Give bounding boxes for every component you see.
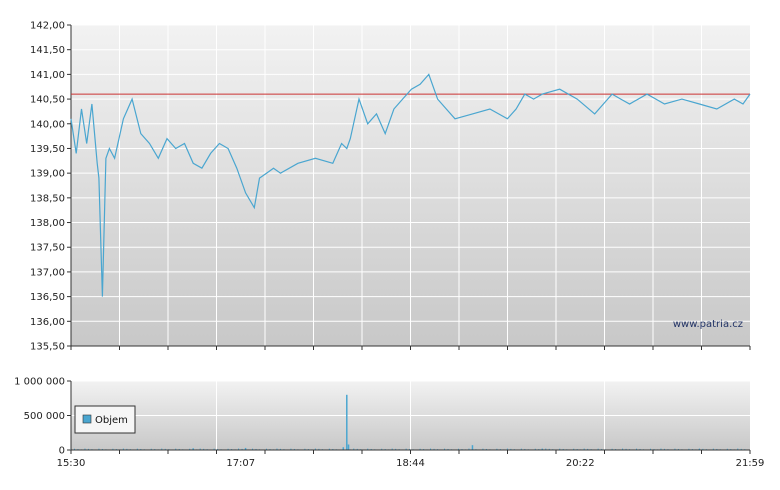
price-y-tick-label: 137,50 bbox=[30, 243, 65, 254]
price-y-tick-label: 136,50 bbox=[30, 292, 65, 303]
legend: Objem bbox=[74, 405, 136, 434]
x-tick-label: 18:44 bbox=[396, 458, 425, 469]
price-y-tick-label: 136,00 bbox=[30, 317, 65, 328]
legend-label: Objem bbox=[95, 415, 128, 426]
price-y-tick-label: 142,00 bbox=[30, 21, 65, 32]
x-tick-label: 21:59 bbox=[736, 458, 765, 469]
volume-y-tick-label: 0 bbox=[59, 446, 65, 457]
price-y-tick-label: 135,50 bbox=[30, 342, 65, 353]
price-grid bbox=[71, 24, 750, 347]
price-y-axis: 142,00 141,50 141,00 140,50 140,00 139,50 139,… bbox=[30, 21, 72, 353]
volume-panel: 1 000 000 500 000 0 15:30 17:07 18:44 20:22 21… bbox=[14, 377, 764, 470]
volume-y-axis: 1 000 000 500 000 0 bbox=[14, 377, 72, 457]
price-x-ticks bbox=[70, 346, 751, 350]
price-y-tick-label: 138,50 bbox=[30, 193, 65, 204]
price-y-tick-label: 140,00 bbox=[30, 119, 65, 130]
x-tick-label: 17:07 bbox=[226, 458, 255, 469]
price-y-tick-label: 138,00 bbox=[30, 218, 65, 229]
legend-swatch bbox=[82, 414, 92, 424]
price-y-tick-label: 140,50 bbox=[30, 95, 65, 106]
volume-y-tick-label: 1 000 000 bbox=[14, 377, 65, 388]
volume-x-axis-labels: 15:30 17:07 18:44 20:22 21:59 bbox=[57, 450, 765, 469]
price-y-tick-label: 139,50 bbox=[30, 144, 65, 155]
x-tick-label: 20:22 bbox=[566, 458, 595, 469]
price-y-tick-label: 141,50 bbox=[30, 45, 65, 56]
price-y-tick-label: 139,00 bbox=[30, 169, 65, 180]
price-panel: 142,00 141,50 141,00 140,50 140,00 139,50 139,… bbox=[30, 21, 751, 353]
price-y-tick-label: 137,00 bbox=[30, 267, 65, 278]
price-series-line bbox=[70, 73, 751, 297]
volume-y-tick-label: 500 000 bbox=[24, 411, 65, 422]
price-y-tick-label: 141,00 bbox=[30, 70, 65, 81]
x-tick-label: 15:30 bbox=[57, 458, 86, 469]
watermark: www.patria.cz bbox=[673, 319, 743, 330]
